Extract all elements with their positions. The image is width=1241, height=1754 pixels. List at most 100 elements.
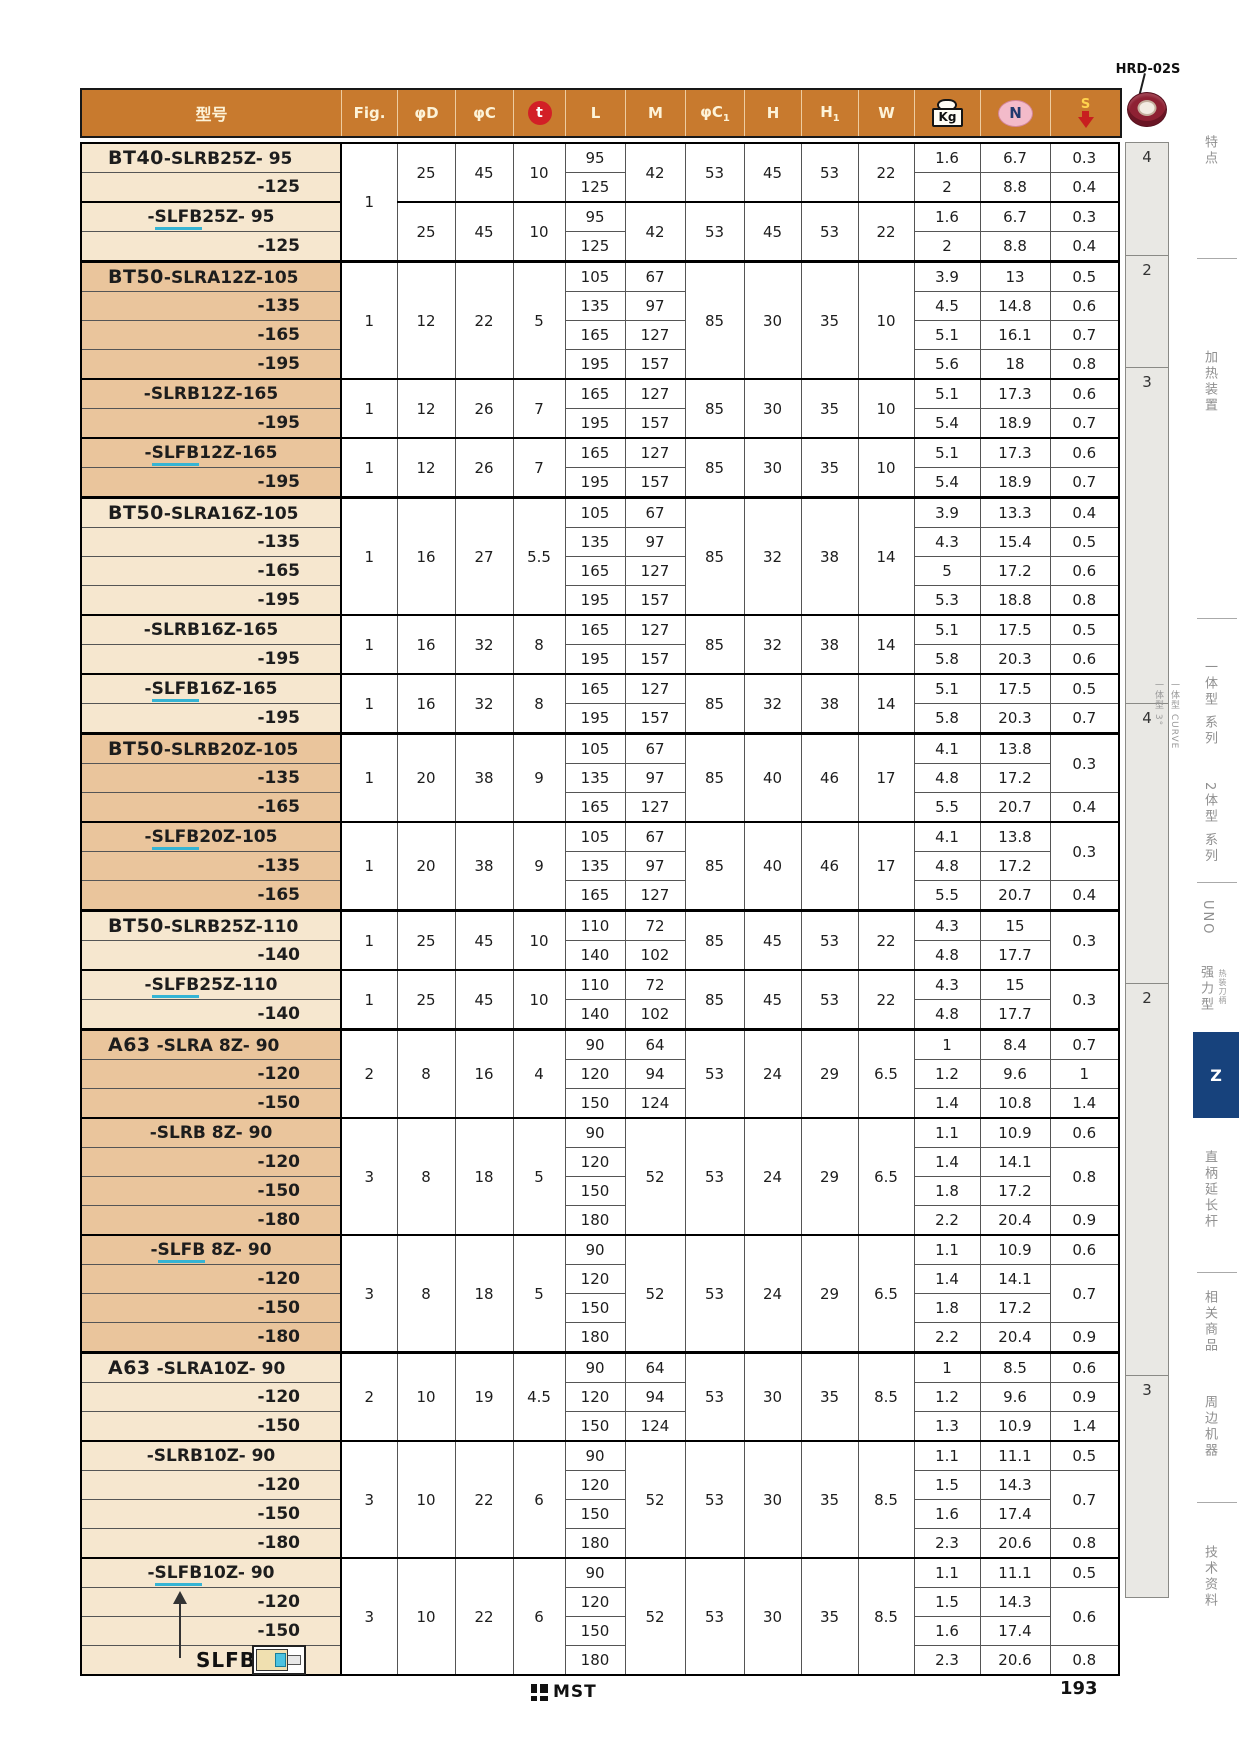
- kg-cell: 5.5: [913, 792, 981, 823]
- kg-cell: 5.8: [913, 703, 981, 734]
- n-cell: 17.7: [979, 999, 1051, 1030]
- model-cell: -165: [80, 880, 342, 911]
- m-cell: 127: [624, 320, 686, 350]
- w-cell: 10: [857, 437, 915, 498]
- fig-cell: 1: [340, 909, 398, 971]
- table-row: -195 195 157 5.8 20.3 0.6: [80, 644, 1120, 675]
- kg-label: Kg: [931, 108, 964, 127]
- h1-cell: 38: [800, 496, 859, 616]
- l-cell: 195: [564, 467, 626, 498]
- w-cell: 17: [857, 821, 915, 911]
- s-cell: 0.7: [1049, 320, 1120, 350]
- n-cell: 18.8: [979, 585, 1051, 616]
- kg-cell: 1.3: [913, 1411, 981, 1442]
- n-cell: 17.4: [979, 1616, 1051, 1646]
- l-cell: 165: [564, 792, 626, 823]
- kg-cell: 1: [913, 1351, 981, 1383]
- table-row: -165 165 127 5.5 20.7 0.4: [80, 880, 1120, 911]
- t-cell: 6: [512, 1440, 566, 1559]
- h1-cell: 38: [800, 614, 859, 675]
- table-row: A63 -SLRA 8Z- 90 2 8 16 4 90 64 53 24 29 6.5 1 8.4 0.…: [80, 1028, 1120, 1119]
- table-row: -140 140 102 4.8 17.7: [80, 940, 1119, 971]
- model-cell: -150: [80, 1411, 342, 1442]
- c1-cell: 53: [684, 1351, 745, 1442]
- d-cell: 12: [396, 260, 456, 380]
- n-cell: 10.8: [979, 1088, 1051, 1119]
- fig-cell: 1: [340, 142, 398, 262]
- table-row: -120 120 94 1.2 9.6 1: [80, 1059, 1120, 1089]
- kg-cell: 4.8: [913, 851, 981, 881]
- tab-z-active[interactable]: Z: [1193, 1032, 1239, 1118]
- c1-cell: 85: [684, 969, 745, 1030]
- m-cell: 52: [624, 1557, 686, 1676]
- table-row: -195 195 157 5.6 18 0.8: [80, 349, 1120, 380]
- kg-cell: 4.8: [913, 763, 981, 793]
- table-row: BT50-SLRB20Z-105 1 20 38 9 105 67 85 40 46 17 4.1 13…: [80, 732, 1120, 823]
- highpower-label: 强力型: [1198, 965, 1213, 1013]
- fig-cell: 3: [340, 1117, 398, 1236]
- t-cell: 10: [512, 142, 566, 203]
- d-cell: 25: [396, 142, 456, 203]
- sidebar-item-peripheral: 周边机器: [1202, 1395, 1217, 1459]
- c-cell: 18: [454, 1117, 514, 1236]
- c1-cell: 85: [684, 260, 745, 380]
- l-cell: 165: [564, 614, 626, 645]
- table-row: -150 150 1.8 17.2: [80, 1176, 1119, 1206]
- n-cell: 14.1: [979, 1147, 1051, 1177]
- t-cell: 6: [512, 1557, 566, 1676]
- l-cell: 105: [564, 821, 626, 852]
- col-header-fig: Fig.: [342, 90, 398, 136]
- m-cell: 127: [624, 880, 686, 911]
- c-cell: 45: [454, 201, 514, 262]
- shrinkfit-label: 热装刀柄: [1218, 969, 1227, 1005]
- n-cell: 20.4: [979, 1322, 1051, 1353]
- n-cell: 20.7: [979, 792, 1051, 823]
- kg-cell: 4.1: [913, 732, 981, 764]
- n-cell: 11.1: [979, 1557, 1051, 1588]
- h1-cell: 29: [800, 1028, 859, 1119]
- kg-cell: 4.5: [913, 291, 981, 321]
- m-cell: 42: [624, 201, 686, 262]
- col-header-h: H: [745, 90, 802, 136]
- table-row: BT50-SLRA12Z-105 1 12 22 5 105 67 85 30 35 10 3.9 13…: [80, 260, 1120, 380]
- m-cell: 67: [624, 496, 686, 528]
- kg-cell: 5.8: [913, 644, 981, 675]
- table-row: -SLRB12Z-165 1 12 26 7 165 127 85 30 35 10 5.1 17.3 0…: [80, 378, 1120, 439]
- kg-cell: 1.2: [913, 1059, 981, 1089]
- n-cell: 10.9: [979, 1117, 1051, 1148]
- c-cell: 32: [454, 614, 514, 675]
- kg-cell: 4.3: [913, 527, 981, 557]
- legend-arrow-head: [173, 1591, 187, 1604]
- model-cell: -SLFB16Z-165: [80, 673, 342, 704]
- s-cell: 0.4: [1049, 172, 1120, 203]
- kg-cell: 1.4: [913, 1147, 981, 1177]
- kg-cell: 3.9: [913, 260, 981, 292]
- sidebar-item-monoblock-sub: 一体型 3° 一体型 CURVE: [1152, 680, 1181, 749]
- footer-logo: MST: [531, 1682, 597, 1702]
- n-cell: 14.8: [979, 291, 1051, 321]
- model-cell: -195: [80, 408, 342, 439]
- w-cell: 14: [857, 614, 915, 675]
- h-cell: 40: [743, 732, 802, 823]
- model-cell: BT50-SLRA16Z-105: [80, 496, 342, 528]
- kg-cell: 5.4: [913, 408, 981, 439]
- table-row: -150 150 124 1.3 10.9 1.4: [80, 1411, 1120, 1442]
- s-cell: 0.7: [1049, 467, 1120, 498]
- c-cell: 45: [454, 142, 514, 203]
- m-cell: 97: [624, 763, 686, 793]
- m-cell: 157: [624, 703, 686, 734]
- table-row: BT50-SLRB25Z-110 1 25 45 10 110 72 85 45 53 22 4.3 1…: [80, 909, 1120, 971]
- sidebar-item-monoblock-series: 一体型 系列: [1202, 660, 1217, 748]
- sidebar-item-straight-extension: 直柄延长杆: [1202, 1150, 1217, 1230]
- model-cell: -180: [80, 1205, 342, 1236]
- model-cell: -125: [80, 231, 342, 262]
- kg-cell: 2.2: [913, 1322, 981, 1353]
- l-cell: 180: [564, 1322, 626, 1353]
- c-cell: 45: [454, 909, 514, 971]
- l-cell: 150: [564, 1499, 626, 1529]
- d-cell: 20: [396, 732, 456, 823]
- table-row: -150 150 1.8 17.2: [80, 1293, 1119, 1323]
- t-cell: 5.5: [512, 496, 566, 616]
- table-row: -195 195 157 5.8 20.3 0.7: [80, 703, 1120, 734]
